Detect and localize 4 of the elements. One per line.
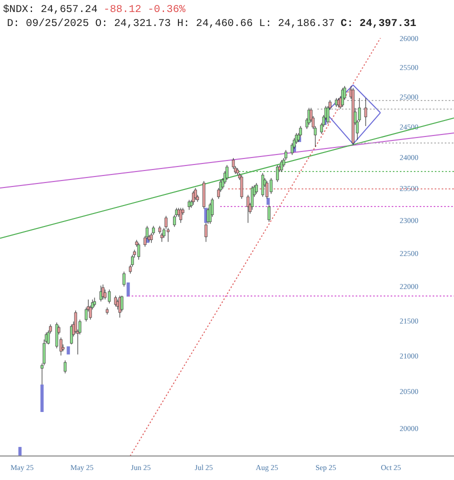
text: -88.12 -0.36% xyxy=(104,4,186,16)
text: D: 09/25/2025 O: 24,321.73 H: 24,460.66 L: 24,186.37 xyxy=(7,18,335,30)
chart-title: $NDX: 24,657.24 xyxy=(3,4,98,16)
text: C: 24,397.31 xyxy=(340,18,416,30)
